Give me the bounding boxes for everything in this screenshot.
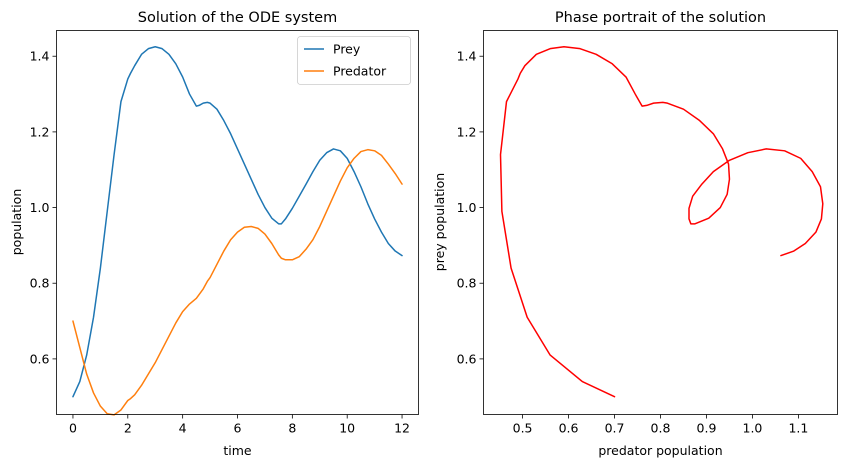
y-tick-label: 1.2 xyxy=(457,124,477,139)
y-tick-label: 0.6 xyxy=(457,351,477,366)
y-tick-label: 1.0 xyxy=(457,200,477,215)
x-axis-label: predator population xyxy=(598,443,722,458)
ode-solution-chart: Solution of the ODE system 0 2 4 6 8 10 12 0.6… xyxy=(9,10,419,458)
y-axis: 0.6 0.8 1.0 1.2 1.4 xyxy=(30,49,57,366)
y-tick-label: 1.4 xyxy=(30,49,50,64)
x-axis-label: time xyxy=(223,443,252,458)
x-tick-label: 0.9 xyxy=(697,421,717,436)
x-tick-label: 2 xyxy=(124,421,132,436)
legend-box xyxy=(297,36,411,85)
legend: Prey Predator xyxy=(297,36,411,85)
plot-lines xyxy=(72,46,403,416)
x-tick-label: 10 xyxy=(339,421,355,436)
x-tick-label: 0.8 xyxy=(651,421,671,436)
y-tick-label: 1.4 xyxy=(457,49,477,64)
x-tick-label: 4 xyxy=(179,421,187,436)
x-tick-label: 6 xyxy=(234,421,242,436)
phase-portrait-chart: Phase portrait of the solution 0.5 0.6 0.7… xyxy=(432,10,838,458)
chart-title: Phase portrait of the solution xyxy=(555,10,766,26)
x-tick-label: 1.0 xyxy=(743,421,763,436)
chart-title: Solution of the ODE system xyxy=(138,10,337,26)
legend-label-predator: Predator xyxy=(333,64,387,79)
y-tick-label: 1.2 xyxy=(30,124,50,139)
predator-line xyxy=(72,148,403,416)
x-tick-label: 0 xyxy=(69,421,77,436)
y-tick-label: 0.6 xyxy=(30,351,50,366)
x-tick-label: 8 xyxy=(288,421,296,436)
y-axis-label: population xyxy=(9,189,24,256)
plot-frame xyxy=(56,30,419,415)
x-tick-label: 0.5 xyxy=(513,421,533,436)
y-tick-label: 1.0 xyxy=(30,200,50,215)
legend-label-prey: Prey xyxy=(333,42,361,57)
prey-line xyxy=(72,46,403,398)
x-tick-label: 12 xyxy=(394,421,410,436)
y-tick-label: 0.8 xyxy=(30,276,50,291)
x-axis: 0.5 0.6 0.7 0.8 0.9 1.0 1.1 xyxy=(513,414,808,436)
plot-frame xyxy=(483,30,838,415)
x-tick-label: 0.6 xyxy=(559,421,579,436)
y-tick-label: 0.8 xyxy=(457,276,477,291)
x-tick-label: 1.1 xyxy=(788,421,808,436)
x-tick-label: 0.7 xyxy=(605,421,625,436)
y-axis-label: prey population xyxy=(432,173,447,271)
y-axis: 0.6 0.8 1.0 1.2 1.4 xyxy=(457,49,484,366)
plot-lines xyxy=(499,46,824,398)
phase-line xyxy=(499,46,824,398)
x-axis: 0 2 4 6 8 10 12 xyxy=(69,414,410,436)
